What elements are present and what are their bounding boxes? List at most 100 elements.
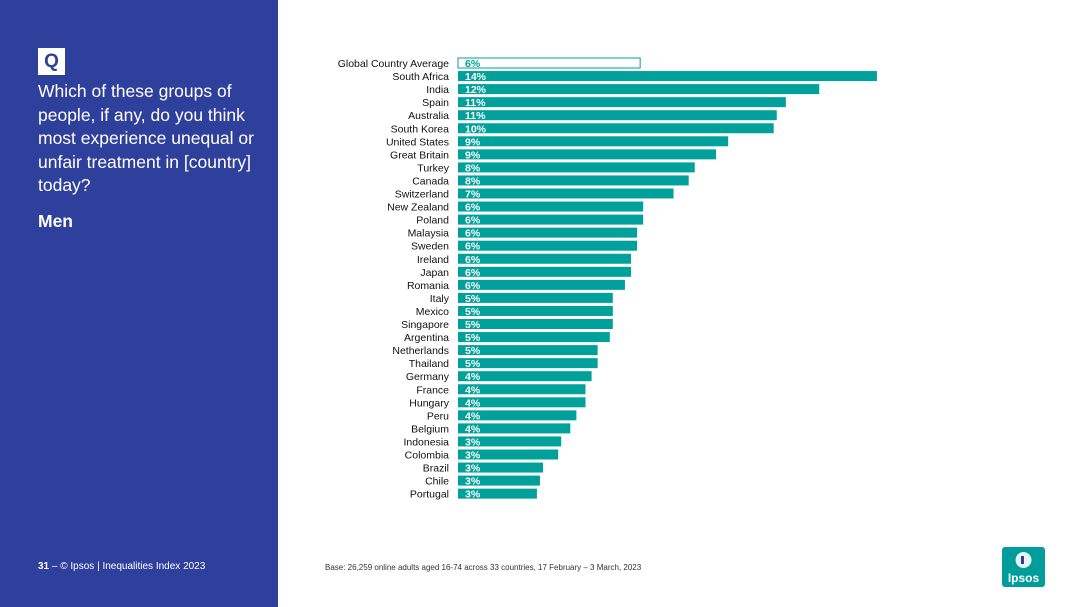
copyright-text: © Ipsos | Inequalities Index 2023 [60, 561, 206, 572]
value-label-21: 5% [465, 332, 481, 344]
category-label-2: India [426, 84, 449, 96]
value-label-0: 6% [465, 58, 481, 70]
bar-23 [458, 358, 598, 369]
category-label-7: Great Britain [390, 149, 449, 161]
bar-26 [458, 397, 586, 408]
footer-left: 31 – © Ipsos | Inequalities Index 2023 [38, 561, 205, 572]
value-label-26: 4% [465, 397, 481, 409]
bar-7 [458, 149, 717, 160]
value-label-17: 6% [465, 280, 481, 292]
bar-5 [458, 123, 774, 134]
category-label-13: Malaysia [408, 228, 450, 240]
value-label-19: 5% [465, 306, 481, 318]
page-number: 31 [38, 561, 50, 572]
bar-17 [458, 279, 625, 290]
value-label-18: 5% [465, 293, 481, 305]
bar-10 [458, 188, 674, 199]
bar-32 [458, 475, 540, 486]
value-label-24: 4% [465, 371, 481, 383]
value-label-4: 11% [465, 110, 486, 122]
value-label-14: 6% [465, 241, 481, 253]
category-label-15: Ireland [417, 254, 449, 266]
ipsos-logo-icon: Ipsos [1002, 547, 1045, 587]
category-label-26: Hungary [409, 397, 449, 409]
bar-6 [458, 136, 729, 147]
value-label-28: 4% [465, 423, 481, 435]
category-label-22: Netherlands [392, 345, 449, 357]
bar-16 [458, 266, 632, 277]
bar-12 [458, 214, 644, 225]
bar-14 [458, 240, 638, 251]
value-label-22: 5% [465, 345, 481, 357]
subgroup-label: Men [38, 211, 73, 231]
value-label-13: 6% [465, 228, 481, 240]
category-label-3: Spain [422, 97, 449, 109]
category-label-6: United States [386, 136, 449, 148]
category-label-33: Portugal [410, 489, 449, 501]
category-label-16: Japan [420, 267, 449, 279]
bar-11 [458, 201, 644, 212]
bar-28 [458, 423, 571, 434]
value-label-23: 5% [465, 358, 481, 370]
category-label-10: Switzerland [395, 189, 449, 201]
bar-9 [458, 175, 689, 186]
bar-18 [458, 292, 613, 303]
bar-20 [458, 319, 613, 329]
bar-27 [458, 410, 577, 421]
category-label-5: South Korea [391, 123, 450, 135]
value-label-12: 6% [465, 215, 481, 227]
category-label-14: Sweden [411, 241, 449, 253]
category-label-11: New Zealand [387, 202, 449, 214]
value-label-33: 3% [465, 489, 481, 501]
category-label-27: Peru [427, 410, 449, 422]
value-label-2: 12% [465, 84, 487, 96]
category-label-28: Belgium [411, 423, 449, 435]
value-label-3: 11% [465, 97, 486, 109]
category-label-25: France [416, 384, 449, 396]
value-label-30: 3% [465, 450, 481, 462]
bar-15 [458, 253, 632, 264]
bar-1 [458, 71, 877, 82]
value-label-15: 6% [465, 254, 481, 266]
category-label-12: Poland [416, 215, 449, 227]
bar-30 [458, 449, 559, 460]
category-label-1: South Africa [392, 71, 449, 83]
bar-chart: Global Country Average 6% South Africa 14% I… [338, 57, 877, 501]
value-label-27: 4% [465, 410, 481, 422]
base-note: Base: 26,259 online adults aged 16-74 ac… [325, 563, 642, 572]
bar-22 [458, 345, 598, 356]
bar-33 [458, 488, 537, 499]
bar-21 [458, 332, 610, 343]
category-label-19: Mexico [416, 306, 449, 318]
logo-text: Ipsos [1008, 571, 1040, 585]
bar-24 [458, 371, 592, 382]
category-label-0: Global Country Average [338, 58, 449, 70]
sidebar-panel: Q Which of these groups of people, if an… [0, 0, 278, 607]
category-label-24: Germany [406, 371, 450, 383]
value-label-6: 9% [465, 136, 481, 148]
value-label-16: 6% [465, 267, 481, 279]
value-label-7: 9% [465, 149, 481, 161]
question-badge: Q [38, 48, 65, 75]
category-label-18: Italy [430, 293, 450, 305]
category-label-17: Romania [407, 280, 449, 292]
bar-8 [458, 162, 695, 173]
value-label-32: 3% [465, 476, 481, 488]
value-label-25: 4% [465, 384, 481, 396]
value-label-1: 14% [465, 71, 487, 83]
value-label-5: 10% [465, 123, 487, 135]
category-label-21: Argentina [404, 332, 449, 344]
category-label-31: Brazil [423, 463, 449, 475]
bar-0 [457, 57, 641, 69]
bar-4 [458, 110, 777, 121]
bar-31 [458, 462, 543, 473]
category-label-20: Singapore [401, 319, 449, 331]
value-label-20: 5% [465, 319, 481, 331]
category-label-9: Canada [412, 175, 449, 187]
category-label-4: Australia [408, 110, 449, 122]
value-label-8: 8% [465, 162, 481, 174]
bar-3 [458, 97, 786, 108]
category-label-23: Thailand [409, 358, 449, 370]
bar-13 [458, 227, 638, 238]
category-label-29: Indonesia [403, 436, 449, 448]
